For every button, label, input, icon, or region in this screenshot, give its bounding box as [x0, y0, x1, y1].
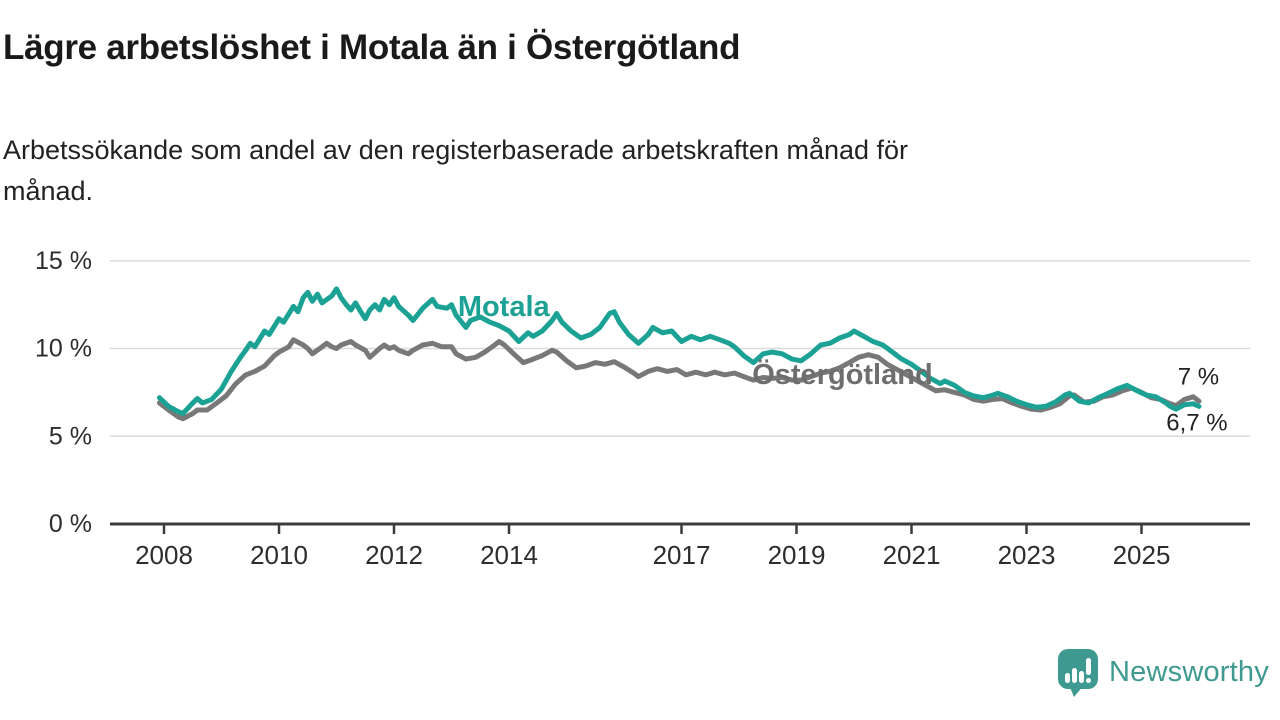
x-tick-label-2023: 2023 [998, 540, 1056, 570]
x-tick-label-2014: 2014 [480, 540, 538, 570]
ostergotland-series-label: Östergötland [752, 358, 932, 391]
x-tick-label-2025: 2025 [1113, 540, 1171, 570]
newsworthy-wordmark: Newsworthy [1109, 655, 1269, 688]
page-subtitle-line-2: månad. [3, 176, 94, 206]
y-tick-label-15: 15 % [35, 247, 92, 275]
motala-end-value: 6,7 % [1166, 409, 1227, 436]
page-subtitle-line-1: Arbetssökande som andel av den registerb… [3, 135, 909, 165]
ostergotland-end-value: 7 % [1178, 363, 1219, 390]
x-tick-label-2008: 2008 [135, 540, 193, 570]
page-subtitle: Arbetssökande som andel av den registerb… [3, 130, 908, 212]
speech-bubble-bar-chart-icon [1058, 649, 1098, 697]
x-tick-label-2012: 2012 [365, 540, 423, 570]
series-line-1 [156, 337, 1202, 422]
x-tick-label-2017: 2017 [653, 540, 711, 570]
motala-series-label: Motala [458, 291, 551, 323]
x-tick-label-2021: 2021 [883, 540, 941, 570]
x-tick-label-2010: 2010 [250, 540, 308, 570]
y-tick-label-5: 5 % [49, 422, 92, 450]
series-line-0 [156, 286, 1202, 416]
y-tick-label-10: 10 % [35, 335, 92, 363]
page-title: Lägre arbetslöshet i Motala än i Östergö… [3, 28, 741, 67]
newsworthy-logo: Newsworthy [1056, 647, 1269, 697]
unemployment-line-chart: 0 % 5 % 10 % 15 % 2008 2010 2012 2014 2017 2019 20… [35, 247, 1250, 570]
x-tick-label-2019: 2019 [768, 540, 826, 570]
y-tick-label-0: 0 % [49, 510, 92, 538]
